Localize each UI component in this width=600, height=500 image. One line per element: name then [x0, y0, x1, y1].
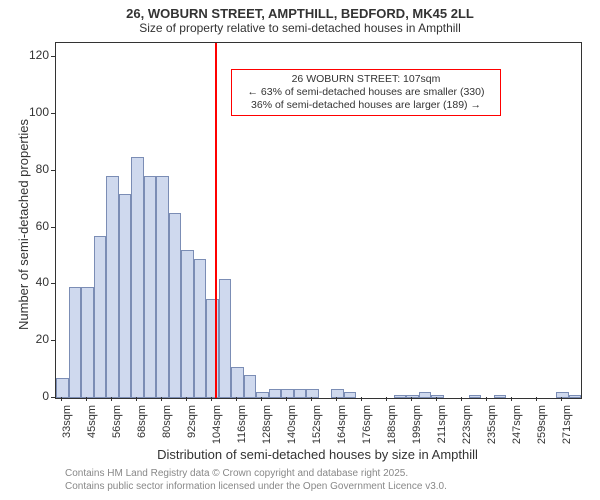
x-tick-mark — [186, 397, 187, 401]
histogram-bar — [194, 259, 207, 398]
histogram-bar — [156, 176, 169, 398]
histogram-bar — [394, 395, 407, 398]
annotation-box: 26 WOBURN STREET: 107sqm← 63% of semi-de… — [231, 69, 501, 116]
x-tick-mark — [111, 397, 112, 401]
x-tick-label: 235sqm — [486, 405, 498, 455]
x-tick-label: 68sqm — [136, 405, 148, 455]
histogram-bar — [231, 367, 244, 398]
x-tick-mark — [536, 397, 537, 401]
x-tick-label: 128sqm — [261, 405, 273, 455]
histogram-bar — [169, 213, 182, 398]
x-tick-mark — [511, 397, 512, 401]
x-tick-label: 140sqm — [286, 405, 298, 455]
x-tick-label: 56sqm — [111, 405, 123, 455]
x-tick-mark — [386, 397, 387, 401]
histogram-bar — [256, 392, 269, 398]
y-tick-mark — [51, 113, 55, 114]
histogram-bar — [419, 392, 432, 398]
histogram-bar — [131, 157, 144, 398]
histogram-bar — [119, 194, 132, 398]
subject-marker-line — [215, 43, 217, 398]
histogram-bar — [556, 392, 569, 398]
footnote-line-1: Contains HM Land Registry data © Crown c… — [65, 467, 447, 480]
x-tick-mark — [61, 397, 62, 401]
x-tick-label: 211sqm — [436, 405, 448, 455]
x-tick-mark — [361, 397, 362, 401]
y-tick-label: 100 — [23, 105, 49, 119]
histogram-bar — [94, 236, 107, 398]
histogram-bar — [269, 389, 282, 398]
footnote: Contains HM Land Registry data © Crown c… — [65, 467, 447, 493]
x-tick-mark — [461, 397, 462, 401]
y-tick-label: 60 — [23, 219, 49, 233]
y-tick-label: 80 — [23, 162, 49, 176]
x-tick-label: 271sqm — [561, 405, 573, 455]
x-tick-label: 33sqm — [61, 405, 73, 455]
x-tick-mark — [486, 397, 487, 401]
histogram-bar — [344, 392, 357, 398]
x-tick-label: 199sqm — [411, 405, 423, 455]
histogram-bar — [494, 395, 507, 398]
x-tick-mark — [411, 397, 412, 401]
histogram-chart: 26, WOBURN STREET, AMPTHILL, BEDFORD, MK… — [0, 0, 600, 500]
histogram-bar — [69, 287, 82, 398]
histogram-bar — [106, 176, 119, 398]
y-tick-label: 40 — [23, 275, 49, 289]
y-tick-label: 0 — [23, 389, 49, 403]
chart-subtitle: Size of property relative to semi-detach… — [0, 21, 600, 39]
histogram-bar — [56, 378, 69, 398]
annotation-line-3: 36% of semi-detached houses are larger (… — [238, 99, 494, 112]
x-tick-mark — [136, 397, 137, 401]
x-tick-mark — [161, 397, 162, 401]
histogram-bar — [281, 389, 294, 398]
x-tick-label: 116sqm — [236, 405, 248, 455]
x-tick-label: 45sqm — [86, 405, 98, 455]
x-tick-label: 164sqm — [336, 405, 348, 455]
histogram-bar — [294, 389, 307, 398]
histogram-bar — [431, 395, 444, 398]
x-tick-mark — [286, 397, 287, 401]
x-tick-label: 223sqm — [461, 405, 473, 455]
x-tick-mark — [211, 397, 212, 401]
histogram-bar — [144, 176, 157, 398]
y-tick-mark — [51, 56, 55, 57]
x-tick-mark — [336, 397, 337, 401]
x-tick-label: 92sqm — [186, 405, 198, 455]
x-tick-label: 247sqm — [511, 405, 523, 455]
y-tick-mark — [51, 340, 55, 341]
annotation-line-1: 26 WOBURN STREET: 107sqm — [238, 73, 494, 86]
x-tick-label: 104sqm — [211, 405, 223, 455]
y-tick-mark — [51, 397, 55, 398]
x-tick-mark — [436, 397, 437, 401]
y-tick-mark — [51, 227, 55, 228]
histogram-bar — [569, 395, 582, 398]
x-tick-mark — [311, 397, 312, 401]
histogram-bar — [306, 389, 319, 398]
x-tick-label: 259sqm — [536, 405, 548, 455]
histogram-bar — [406, 395, 419, 398]
annotation-line-2: ← 63% of semi-detached houses are smalle… — [238, 86, 494, 99]
x-tick-mark — [261, 397, 262, 401]
histogram-bar — [219, 279, 232, 398]
x-tick-mark — [86, 397, 87, 401]
histogram-bar — [331, 389, 344, 398]
histogram-bar — [244, 375, 257, 398]
footnote-line-2: Contains public sector information licen… — [65, 480, 447, 493]
x-tick-label: 176sqm — [361, 405, 373, 455]
x-tick-mark — [236, 397, 237, 401]
histogram-bar — [81, 287, 94, 398]
x-tick-label: 80sqm — [161, 405, 173, 455]
y-tick-mark — [51, 170, 55, 171]
x-tick-label: 188sqm — [386, 405, 398, 455]
y-tick-label: 20 — [23, 332, 49, 346]
histogram-bar — [181, 250, 194, 398]
x-tick-label: 152sqm — [311, 405, 323, 455]
histogram-bar — [469, 395, 482, 398]
chart-title: 26, WOBURN STREET, AMPTHILL, BEDFORD, MK… — [0, 0, 600, 21]
x-tick-mark — [561, 397, 562, 401]
y-tick-label: 120 — [23, 48, 49, 62]
y-tick-mark — [51, 283, 55, 284]
plot-area: 26 WOBURN STREET: 107sqm← 63% of semi-de… — [55, 42, 582, 399]
